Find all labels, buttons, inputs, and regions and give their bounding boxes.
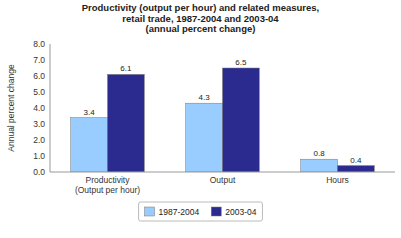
y-tick-label: 6.0 (33, 71, 45, 81)
bar (108, 74, 145, 172)
bar (186, 103, 223, 172)
y-tick-label: 2.0 (33, 135, 45, 145)
data-label: 3.4 (84, 108, 96, 117)
data-label: 6.5 (235, 58, 247, 67)
legend-swatch (211, 207, 221, 216)
x-tick-label: Output (210, 175, 236, 185)
y-axis-label: Annual percent change (6, 64, 16, 152)
legend-label: 2003-04 (225, 207, 256, 217)
data-label: 6.1 (120, 64, 132, 73)
legend-frame (139, 202, 263, 221)
y-tick-label: 7.0 (33, 55, 45, 65)
chart: Productivity (output per hour) and relat… (0, 0, 401, 238)
data-label: 0.4 (350, 156, 362, 165)
data-label: 0.8 (314, 149, 326, 158)
y-tick-label: 4.0 (33, 103, 45, 113)
legend-label: 1987-2004 (159, 207, 200, 217)
bar (223, 68, 260, 172)
legend-swatch (145, 207, 155, 216)
bar (338, 166, 375, 172)
bars (71, 68, 375, 172)
x-axis-line (50, 172, 395, 173)
bar (71, 118, 108, 172)
y-tick-label: 1.0 (33, 151, 45, 161)
data-label: 4.3 (199, 93, 211, 102)
y-tick-label: 3.0 (33, 119, 45, 129)
title: Productivity (output per hour) and relat… (82, 2, 320, 34)
x-tick-label: Productivity(Output per hour) (75, 175, 140, 195)
y-axis-line (50, 44, 51, 172)
y-tick-label: 8.0 (33, 39, 45, 49)
y-tick-label: 5.0 (33, 87, 45, 97)
bar (301, 159, 338, 172)
y-tick-label: 0.0 (33, 167, 45, 177)
legend: 1987-2004 2003-04 (139, 202, 263, 221)
x-tick-label: Hours (326, 175, 349, 185)
data-labels: 3.4 4.3 0.8 6.1 6.5 0.4 (84, 58, 362, 165)
